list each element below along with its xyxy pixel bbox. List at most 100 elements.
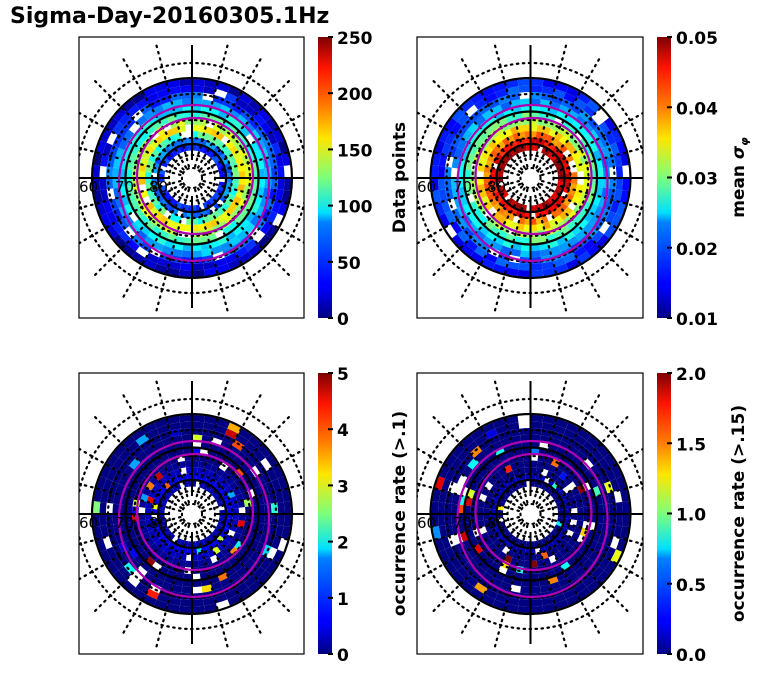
heatmap-cell — [126, 238, 140, 252]
heatmap-cell — [248, 117, 261, 130]
heatmap-cell — [554, 263, 569, 274]
heatmap-cell — [135, 97, 149, 110]
colorbar-tick-label: 0.04 — [676, 99, 718, 119]
heatmap-cell — [577, 507, 584, 514]
heatmap-cell — [441, 142, 451, 156]
heatmap-cell — [158, 509, 165, 514]
heatmap-cell — [536, 461, 545, 469]
heatmap-cell — [192, 605, 205, 614]
heatmap-cell — [567, 571, 579, 583]
heatmap-cell — [570, 171, 578, 178]
heatmap-cell — [432, 152, 442, 166]
heatmap-cell — [224, 518, 233, 525]
heatmap-cell — [546, 134, 554, 143]
heatmap-cell — [444, 514, 452, 526]
heatmap-cell — [125, 514, 133, 523]
heatmap-cell — [517, 269, 531, 278]
heatmap-cell — [145, 428, 160, 440]
heatmap-cell — [252, 448, 266, 462]
heatmap-cell — [576, 484, 586, 494]
heatmap-cell — [490, 503, 498, 510]
heatmap-cell — [497, 116, 508, 126]
heatmap-cell — [520, 586, 531, 594]
heatmap-cell — [156, 88, 170, 99]
heatmap-cell — [622, 514, 630, 527]
heatmap-cell — [521, 111, 531, 119]
heatmap-cell — [524, 218, 531, 225]
colorbar-tick-label: 0.02 — [676, 240, 718, 260]
heatmap-cell — [96, 476, 107, 491]
heatmap-cell — [135, 229, 148, 242]
heatmap-cell — [235, 97, 249, 110]
heatmap-cell — [444, 560, 458, 575]
heatmap-cell — [275, 189, 284, 202]
oval-boundary-equatorward — [117, 103, 271, 263]
heatmap-cell — [563, 428, 577, 440]
colorbar-tick-label: 1 — [337, 590, 349, 610]
heatmap-cell — [249, 141, 260, 153]
heatmap-cell — [613, 525, 623, 538]
heatmap-cell — [558, 104, 571, 115]
heatmap-cell — [227, 154, 236, 163]
heatmap-cell — [192, 599, 205, 607]
heatmap-cell — [215, 116, 226, 126]
heatmap-cell — [530, 269, 544, 278]
heatmap-cell — [154, 263, 169, 274]
heatmap-cell — [469, 537, 479, 548]
heatmap-cell — [481, 258, 496, 270]
heatmap-cell — [244, 104, 258, 118]
heatmap-cell — [240, 570, 253, 583]
heatmap-cell — [481, 151, 490, 160]
heatmap-cell — [593, 541, 604, 554]
heatmap-cell — [483, 165, 492, 173]
heatmap-cell — [504, 603, 519, 613]
heatmap-cell — [530, 224, 538, 232]
heatmap-cell — [158, 116, 169, 126]
heatmap-cell — [219, 173, 226, 178]
colorbar-gradient — [318, 37, 332, 318]
heatmap-cell — [92, 178, 101, 191]
heatmap-cell — [185, 560, 192, 568]
heatmap-cell — [582, 104, 596, 118]
heatmap-cell — [438, 514, 446, 527]
heatmap-cell — [257, 178, 266, 188]
heatmap-cell — [235, 582, 249, 595]
heatmap-cell — [615, 501, 623, 514]
heatmap-cell — [495, 88, 509, 99]
heatmap-cell — [93, 526, 103, 540]
heatmap-cell — [549, 581, 561, 591]
heatmap-cell — [530, 541, 535, 548]
heatmap-cell — [168, 549, 177, 558]
heatmap-cell — [595, 570, 609, 584]
heatmap-cell — [240, 234, 253, 247]
heatmap-cell — [530, 85, 543, 93]
heatmap-cell — [192, 547, 198, 555]
heatmap-cell — [460, 99, 475, 113]
heatmap-cell — [478, 577, 491, 589]
heatmap-cell — [467, 121, 479, 134]
heatmap-cell — [238, 178, 246, 185]
heatmap-cell — [467, 457, 479, 470]
heatmap-cell — [450, 557, 463, 571]
heatmap-cell — [605, 546, 616, 561]
heatmap-cell — [255, 541, 266, 554]
heatmap-cell — [441, 536, 451, 550]
heatmap-cell — [520, 98, 531, 106]
heatmap-cell — [557, 514, 565, 519]
heatmap-cell — [183, 447, 192, 455]
heatmap-cell — [265, 145, 276, 158]
heatmap-cell — [138, 178, 146, 185]
heatmap-cell — [135, 114, 148, 127]
heatmap-cell — [118, 178, 127, 188]
heatmap-cell — [265, 560, 278, 575]
lat-label: 70 — [453, 514, 472, 532]
axes-frame — [78, 372, 305, 655]
heatmap-cell — [474, 433, 488, 446]
plot-area: 60 70 80 — [79, 41, 304, 315]
heatmap-cell — [610, 478, 620, 492]
heatmap-cell — [112, 178, 120, 189]
heatmap-cell — [152, 104, 165, 115]
heatmap-cell — [603, 560, 617, 575]
heatmap-cell — [125, 505, 133, 514]
heatmap-cell — [215, 263, 230, 274]
